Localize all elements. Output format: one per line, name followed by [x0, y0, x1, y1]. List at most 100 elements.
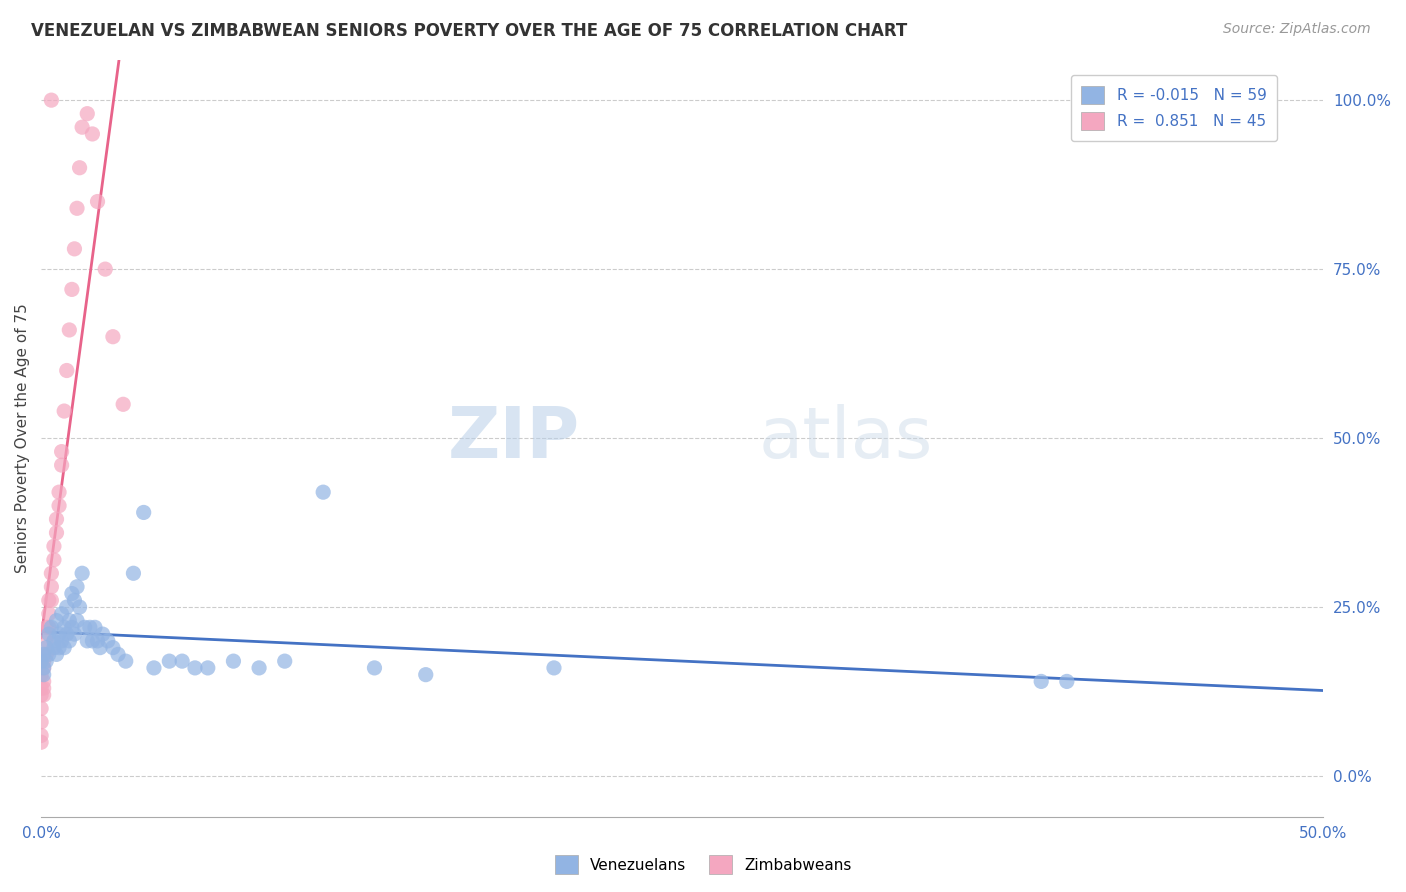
Point — [53, 640, 76, 655]
Point — [38, 627, 60, 641]
Point — [48, 640, 70, 655]
Point — [63, 627, 86, 641]
Point — [32, 648, 55, 662]
Point — [41, 620, 63, 634]
Point — [48, 499, 70, 513]
Point — [45, 648, 67, 662]
Point — [101, 640, 124, 655]
Point — [38, 607, 60, 621]
Point — [38, 648, 60, 662]
Point — [51, 444, 73, 458]
Point — [35, 640, 58, 655]
Point — [41, 580, 63, 594]
Point — [45, 512, 67, 526]
Point — [543, 661, 565, 675]
Point — [94, 262, 117, 277]
Point — [55, 627, 77, 641]
Point — [89, 640, 111, 655]
Point — [197, 661, 219, 675]
Text: atlas: atlas — [759, 403, 934, 473]
Point — [42, 539, 65, 553]
Point — [312, 485, 335, 500]
Legend: Venezuelans, Zimbabweans: Venezuelans, Zimbabweans — [548, 849, 858, 880]
Y-axis label: Seniors Poverty Over the Age of 75: Seniors Poverty Over the Age of 75 — [15, 303, 30, 573]
Point — [415, 667, 437, 681]
Point — [30, 729, 52, 743]
Point — [91, 627, 114, 641]
Point — [363, 661, 385, 675]
Point — [32, 667, 55, 681]
Point — [101, 329, 124, 343]
Point — [114, 654, 136, 668]
Point — [184, 661, 207, 675]
Legend: R = -0.015   N = 59, R =  0.851   N = 45: R = -0.015 N = 59, R = 0.851 N = 45 — [1071, 75, 1277, 141]
Point — [122, 566, 145, 581]
Point — [63, 593, 86, 607]
Point — [1056, 674, 1078, 689]
Point — [42, 640, 65, 655]
Point — [172, 654, 194, 668]
Point — [60, 282, 83, 296]
Text: Source: ZipAtlas.com: Source: ZipAtlas.com — [1223, 22, 1371, 37]
Point — [84, 620, 107, 634]
Point — [274, 654, 297, 668]
Point — [41, 93, 63, 107]
Point — [132, 505, 155, 519]
Point — [51, 633, 73, 648]
Point — [30, 701, 52, 715]
Point — [58, 633, 80, 648]
Point — [51, 607, 73, 621]
Point — [142, 661, 165, 675]
Point — [1031, 674, 1053, 689]
Point — [60, 620, 83, 634]
Point — [86, 194, 108, 209]
Point — [35, 633, 58, 648]
Point — [247, 661, 270, 675]
Point — [53, 620, 76, 634]
Point — [112, 397, 135, 411]
Text: ZIP: ZIP — [447, 403, 579, 473]
Point — [32, 654, 55, 668]
Point — [58, 323, 80, 337]
Point — [82, 127, 104, 141]
Point — [66, 614, 89, 628]
Point — [32, 674, 55, 689]
Point — [32, 661, 55, 675]
Point — [48, 485, 70, 500]
Point — [30, 654, 52, 668]
Point — [73, 620, 96, 634]
Point — [41, 593, 63, 607]
Point — [35, 654, 58, 668]
Point — [76, 633, 98, 648]
Point — [35, 648, 58, 662]
Point — [30, 654, 52, 668]
Point — [38, 593, 60, 607]
Point — [70, 120, 93, 135]
Point — [53, 404, 76, 418]
Point — [42, 553, 65, 567]
Point — [69, 161, 91, 175]
Point — [32, 661, 55, 675]
Point — [58, 614, 80, 628]
Point — [30, 688, 52, 702]
Point — [32, 688, 55, 702]
Point — [97, 633, 120, 648]
Point — [66, 580, 89, 594]
Point — [51, 458, 73, 472]
Point — [30, 681, 52, 696]
Point — [30, 667, 52, 681]
Point — [45, 525, 67, 540]
Point — [69, 600, 91, 615]
Point — [42, 633, 65, 648]
Point — [55, 363, 77, 377]
Point — [76, 106, 98, 120]
Point — [55, 600, 77, 615]
Point — [35, 620, 58, 634]
Point — [222, 654, 245, 668]
Point — [45, 614, 67, 628]
Point — [63, 242, 86, 256]
Text: VENEZUELAN VS ZIMBABWEAN SENIORS POVERTY OVER THE AGE OF 75 CORRELATION CHART: VENEZUELAN VS ZIMBABWEAN SENIORS POVERTY… — [31, 22, 907, 40]
Point — [48, 627, 70, 641]
Point — [66, 202, 89, 216]
Point — [157, 654, 180, 668]
